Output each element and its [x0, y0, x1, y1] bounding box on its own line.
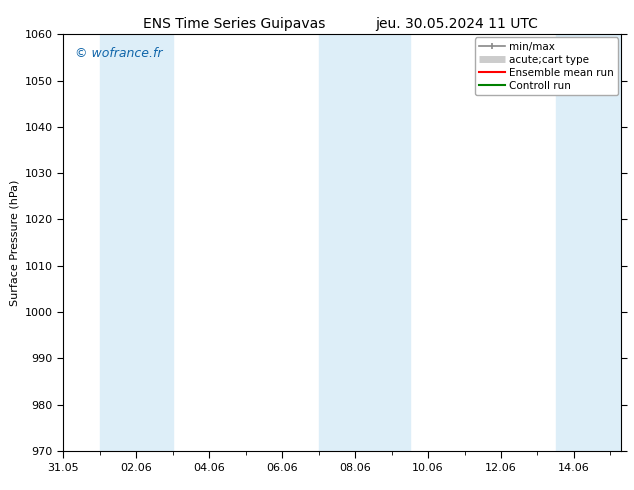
Y-axis label: Surface Pressure (hPa): Surface Pressure (hPa) — [10, 179, 19, 306]
Legend: min/max, acute;cart type, Ensemble mean run, Controll run: min/max, acute;cart type, Ensemble mean … — [475, 37, 618, 95]
Bar — [100, 34, 173, 451]
Text: © wofrance.fr: © wofrance.fr — [75, 47, 162, 60]
Text: jeu. 30.05.2024 11 UTC: jeu. 30.05.2024 11 UTC — [375, 17, 538, 31]
Bar — [555, 34, 621, 451]
Text: ENS Time Series Guipavas: ENS Time Series Guipavas — [143, 17, 326, 31]
Bar — [319, 34, 410, 451]
